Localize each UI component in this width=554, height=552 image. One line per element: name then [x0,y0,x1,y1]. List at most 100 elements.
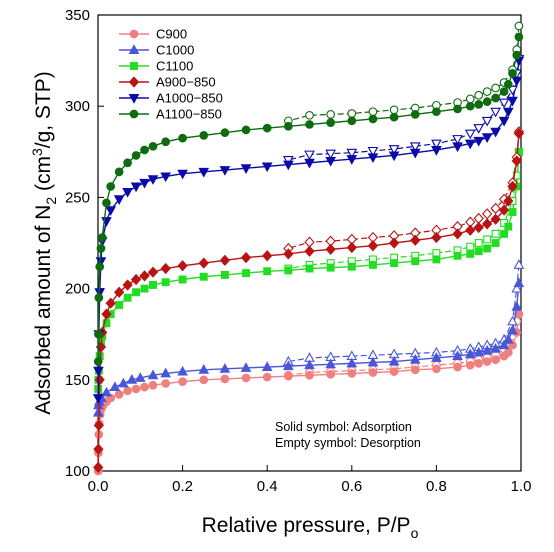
adsorption-point [305,370,314,380]
adsorption-point [131,384,141,394]
adsorption-point [453,251,462,260]
adsorption-point [101,308,112,320]
adsorption-point [388,355,400,366]
desorption-point [473,124,485,134]
adsorption-point [109,381,121,392]
y-tick-label: 300 [65,98,90,115]
desorption-line [288,25,520,122]
adsorption-point [474,247,483,256]
adsorption-point [503,348,513,357]
desorption-point [304,150,315,161]
y-tick-label: 200 [65,281,90,298]
adsorption-point [367,240,379,252]
desorption-point [283,156,294,166]
adsorption-line [97,133,520,468]
adsorption-point [499,87,509,96]
adsorption-point [122,187,133,198]
adsorption-point [388,151,400,162]
legend-label: C1100 [156,59,193,74]
desorption-point [490,107,501,118]
adsorption-point [502,333,514,344]
desorption-point [388,145,400,155]
adsorption-point [177,365,188,376]
adsorption-point [508,208,517,216]
x-axis-title-subscript: o [411,525,419,541]
adsorption-point [177,260,188,272]
desorption-point [474,90,484,100]
adsorption-point [220,374,230,384]
adsorption-point [347,262,356,271]
adsorption-point [474,359,484,368]
desorption-point [491,83,500,93]
adsorption-point [198,257,209,269]
legend-label: A900−850 [156,75,216,90]
adsorption-point [453,104,462,114]
adsorption-point [139,178,150,189]
adsorption-point [148,380,158,390]
adsorption-point [122,279,133,291]
adsorption-point [511,155,522,167]
adsorption-point [160,367,172,378]
adsorption-point [502,107,514,118]
y-axis-title: Adsorbed amount of N2 (cm3/g, STP) [29,71,59,415]
adsorption-point [326,263,335,272]
adsorption-line [97,283,520,413]
plot-frame [97,14,522,472]
adsorption-point [93,461,104,473]
adsorption-point [220,270,229,279]
adsorption-point [498,339,510,350]
legend-marker [130,62,138,70]
x-tick-label: 1.0 [511,478,532,495]
adsorption-point [304,359,315,370]
adsorption-point [498,116,510,127]
adsorption-point [132,288,141,297]
y-tick-label: 100 [65,463,90,480]
x-tick-label: 0.8 [426,478,447,495]
adsorption-point [219,166,231,176]
desorption-point [512,171,521,180]
adsorption-point [368,114,378,124]
adsorption-point [198,167,210,178]
adsorption-point [140,382,149,392]
adsorption-point [507,324,518,335]
adsorption-point [177,169,188,180]
adsorption-point [464,348,476,359]
adsorption-point [126,374,138,384]
desorption-point [305,110,314,120]
adsorption-point [491,239,500,247]
adsorption-point [304,158,315,169]
adsorption-point [490,213,501,225]
series-3 [93,126,525,473]
desorption-line [288,313,520,376]
adsorption-point [503,195,514,207]
desorption-point [473,212,484,224]
desorption-point [389,105,399,115]
series-5 [93,21,524,366]
desorption-point [514,21,524,31]
adsorption-point [325,358,336,369]
legend-item: C900 [119,27,187,42]
series-0 [93,309,524,476]
adsorption-point [262,372,272,382]
x-tick-label: 0.6 [341,478,362,495]
adsorption-point [346,357,358,368]
adsorption-point [367,356,379,367]
desorption-point [490,202,501,214]
adsorption-point [511,76,523,87]
adsorption-point [139,270,150,282]
adsorption-point [503,79,513,89]
adsorption-point [95,262,105,272]
adsorption-point [411,257,420,266]
adsorption-point [219,254,231,266]
adsorption-point [241,125,251,135]
adsorption-point [161,379,171,388]
adsorption-point [326,369,336,379]
adsorption-point [148,141,158,151]
desorption-point [466,242,475,251]
adsorption-point [465,101,475,111]
desorption-point [507,85,518,96]
adsorption-point [431,146,442,156]
adsorption-point [490,343,501,353]
adsorption-point [93,366,104,377]
